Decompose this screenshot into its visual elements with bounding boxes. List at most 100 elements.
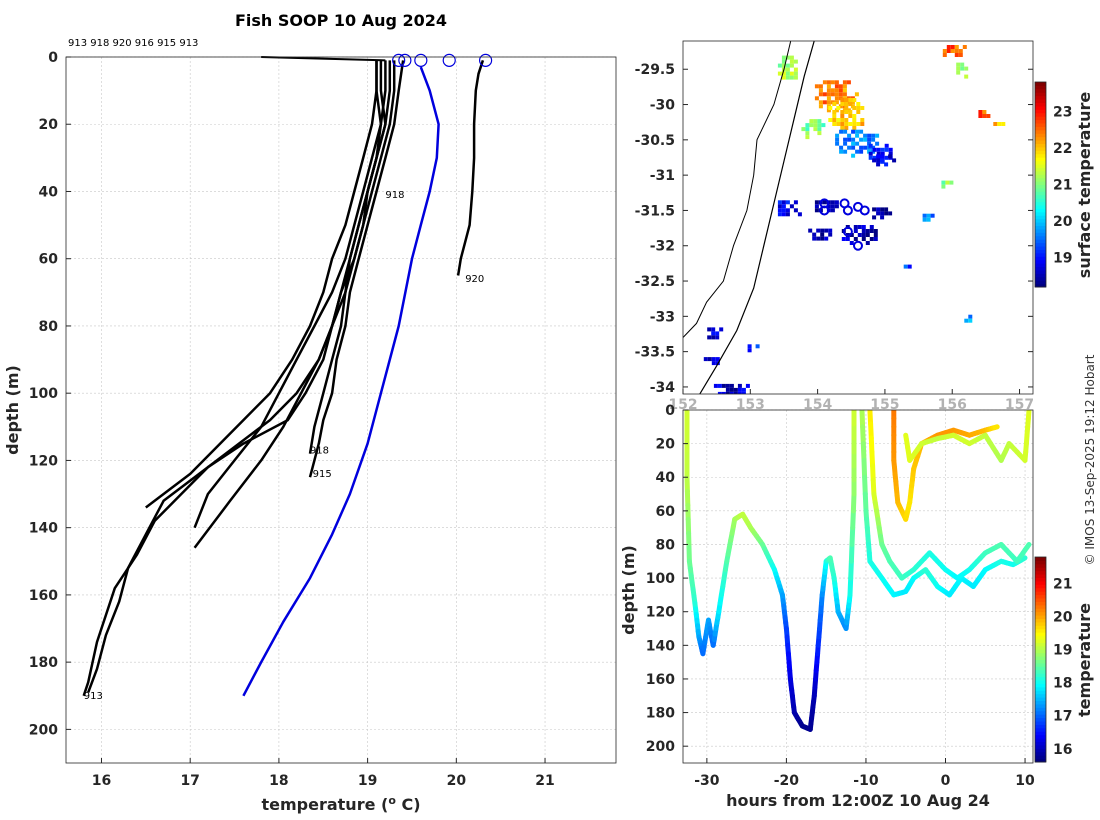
sst-pixel xyxy=(884,143,889,148)
temp-colorbar-swatch xyxy=(1035,662,1046,667)
sst-pixel xyxy=(789,204,794,209)
profile-line-913 xyxy=(82,60,383,697)
sst-pixel xyxy=(840,126,845,130)
map-colorbar-swatch xyxy=(1035,269,1046,274)
temp-colorbar-swatch xyxy=(1035,615,1046,619)
sst-pixel xyxy=(888,211,893,216)
temp-colorbar-swatch xyxy=(1035,741,1046,746)
sst-pixel xyxy=(840,118,845,122)
sst-pixel xyxy=(849,241,854,245)
map-y-tick-label: -34 xyxy=(650,380,676,396)
profile-annotation: 918 xyxy=(385,190,404,201)
sst-pixel xyxy=(860,122,865,126)
sst-pixel xyxy=(793,67,798,72)
map-colorbar-swatch xyxy=(1035,112,1046,117)
sst-pixel xyxy=(789,55,794,60)
temp-colorbar-swatch xyxy=(1035,666,1046,671)
sst-pixel xyxy=(834,96,839,101)
map-y-tick-label: -33.5 xyxy=(635,345,675,361)
sst-pixel xyxy=(816,236,821,241)
temp-colorbar-tick: 17 xyxy=(1053,709,1072,725)
sst-pixel xyxy=(840,122,845,126)
sst-pixel xyxy=(958,49,963,53)
dt-y-tick-label: 40 xyxy=(656,470,676,486)
sst-pixel xyxy=(867,141,872,146)
sst-pixel xyxy=(880,211,885,216)
sst-pixel xyxy=(818,104,823,109)
dt-x-tick-label: -20 xyxy=(774,773,800,789)
sst-pixel xyxy=(789,75,794,80)
sst-pixel xyxy=(826,108,831,113)
sst-pixel xyxy=(841,237,846,241)
map-y-tick-label: -31 xyxy=(650,168,675,184)
map-colorbar-swatch xyxy=(1035,266,1046,271)
map-colorbar-swatch xyxy=(1035,133,1046,138)
track-segment-glider2 xyxy=(862,491,869,514)
map-station-marker xyxy=(819,205,830,216)
sst-pixel xyxy=(832,102,837,106)
sst-pixel xyxy=(868,155,873,160)
sst-pixel xyxy=(715,331,720,336)
map-colorbar-swatch xyxy=(1035,82,1046,86)
sst-pixel xyxy=(814,204,819,209)
sst-pixel xyxy=(852,98,857,102)
sst-pixel xyxy=(852,114,857,118)
dt-x-tick-label: -10 xyxy=(853,773,879,789)
sst-pixel xyxy=(707,357,712,362)
sst-pixel xyxy=(851,141,856,146)
sst-pixel xyxy=(843,141,848,146)
sst-pixel xyxy=(869,237,874,241)
map-colorbar-label: surface temperature xyxy=(1075,92,1094,279)
sst-pixel xyxy=(844,102,849,106)
map-colorbar-tick: 21 xyxy=(1053,178,1072,194)
sst-pixel xyxy=(838,84,843,89)
temp-colorbar-swatch xyxy=(1035,580,1046,585)
sst-pixel xyxy=(848,98,853,102)
sst-pixel xyxy=(830,208,835,213)
sst-pixel xyxy=(820,236,825,241)
track-segment-glider3 xyxy=(1024,542,1032,550)
coastline xyxy=(683,41,792,338)
sst-pixel xyxy=(844,110,849,114)
sst-pixel xyxy=(849,233,854,237)
sst-pixel xyxy=(851,145,856,150)
map-colorbar-swatch xyxy=(1035,232,1046,237)
sst-pixel xyxy=(805,131,810,136)
dt-x-tick-label: -30 xyxy=(694,773,720,789)
sst-pixel xyxy=(729,383,734,388)
sst-pixel xyxy=(832,110,837,114)
sst-pixel xyxy=(793,208,798,213)
sst-pixel xyxy=(861,225,866,229)
sst-pixel xyxy=(707,327,712,332)
sst-pixel xyxy=(817,119,822,124)
sst-pixel xyxy=(721,383,726,388)
sst-pixel xyxy=(855,129,860,134)
sst-pixel xyxy=(876,147,881,152)
sst-pixel xyxy=(876,211,881,216)
sst-pixel xyxy=(876,158,881,163)
sst-pixel xyxy=(855,133,860,138)
sst-pixel xyxy=(719,327,724,332)
sst-pixel xyxy=(834,100,839,105)
dt-y-tick-label: 160 xyxy=(646,672,675,688)
sst-pixel xyxy=(840,98,845,102)
sst-pixel xyxy=(826,92,831,97)
surface-marker xyxy=(414,53,428,67)
track-segment-glider1 xyxy=(848,558,854,581)
sst-pixel xyxy=(949,180,954,185)
sst-pixel xyxy=(789,71,794,76)
temp-colorbar-swatch xyxy=(1035,625,1046,630)
sst-pixel xyxy=(922,213,927,218)
sst-pixel xyxy=(888,154,893,159)
temp-colorbar-swatch xyxy=(1035,727,1046,732)
sst-pixel xyxy=(725,383,730,388)
sst-pixel xyxy=(956,62,961,67)
sst-pixel xyxy=(945,180,950,185)
sst-pixel xyxy=(834,88,839,93)
sst-pixel xyxy=(838,92,843,97)
sst-pixel xyxy=(711,331,716,336)
map-y-tick-label: -31.5 xyxy=(635,203,675,219)
temp-colorbar-swatch xyxy=(1035,598,1046,602)
track-segment-glider2 xyxy=(1020,555,1028,562)
sst-pixel xyxy=(863,133,868,138)
